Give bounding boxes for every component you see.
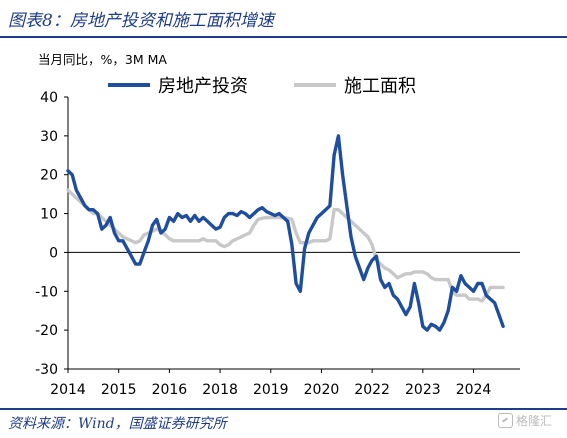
y-tick-label: 30 (40, 129, 58, 145)
x-tick-label: 2014 (50, 382, 86, 398)
legend-item-investment: 房地产投资 (108, 72, 248, 98)
footer-divider (0, 408, 567, 410)
watermark: 格隆汇 (498, 412, 552, 429)
x-tick-label: 2016 (152, 382, 188, 398)
x-tick-label: 2024 (456, 382, 492, 398)
x-tick-label: 2018 (202, 382, 238, 398)
series-line-construction (66, 188, 505, 303)
source-note: 资料来源：Wind，国盛证券研究所 (8, 416, 227, 432)
x-tick-label: 2019 (253, 382, 289, 398)
y-tick-label: -10 (35, 284, 58, 300)
x-tick-label: 2023 (405, 382, 441, 398)
y-tick-label: 0 (49, 245, 58, 261)
legend-label-construction: 施工面积 (344, 76, 416, 97)
y-tick-label: 10 (40, 207, 58, 223)
y-tick-label: 20 (40, 168, 58, 184)
y-tick-label: -30 (35, 362, 58, 378)
legend-swatch-construction (294, 83, 336, 87)
series-line-investment (66, 134, 505, 332)
x-tick-label: 2020 (304, 382, 340, 398)
y-tick-label: -20 (35, 323, 58, 339)
chart-legend: 房地产投资 施工面积 (108, 72, 462, 98)
unit-label: 当月同比，%，3M MA (38, 52, 167, 67)
title-divider (0, 36, 567, 38)
watermark-text: 格隆汇 (516, 414, 553, 428)
x-tick-label: 2015 (101, 382, 137, 398)
title-bar: 图表8：房地产投资和施工面积增速 (0, 0, 567, 36)
watermark-logo-icon (498, 413, 513, 428)
legend-swatch-investment (108, 83, 150, 87)
page-title: 图表8：房地产投资和施工面积增速 (8, 11, 274, 31)
legend-item-construction: 施工面积 (294, 72, 416, 98)
x-tick-label: 2022 (354, 382, 390, 398)
legend-label-investment: 房地产投资 (158, 76, 248, 97)
y-tick-label: 40 (40, 90, 58, 106)
